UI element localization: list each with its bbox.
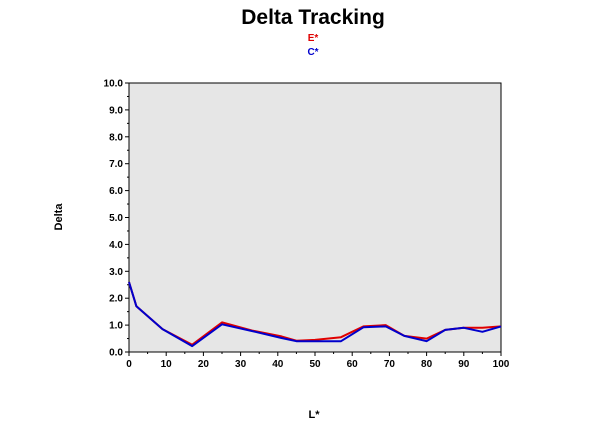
y-tick-label: 1.0	[109, 321, 123, 332]
y-tick-label: 7.0	[109, 159, 123, 170]
x-tick-label: 50	[309, 359, 321, 370]
x-tick-label: 10	[161, 359, 173, 370]
x-tick-label: 40	[272, 359, 284, 370]
chart-title: Delta Tracking	[241, 6, 385, 29]
y-tick-label: 9.0	[109, 105, 123, 116]
y-axis: 0.0 1.0 2.0 3.0 4.0 5.0 6.0 7.0 8.0 9.0 10.0	[104, 79, 129, 359]
x-axis: 0 10 20 30 40 50 60 70 80 90 100	[126, 352, 510, 370]
x-tick-label: 20	[198, 359, 210, 370]
x-tick-label: 70	[384, 359, 396, 370]
x-axis-label: L*	[309, 409, 321, 421]
y-tick-label: 0.0	[109, 348, 123, 359]
x-tick-label: 90	[458, 359, 470, 370]
x-tick-label: 100	[493, 359, 510, 370]
y-tick-label: 2.0	[109, 294, 123, 305]
legend-entry-e: E*	[308, 33, 319, 44]
legend: E* C*	[307, 33, 318, 58]
y-tick-label: 6.0	[109, 186, 123, 197]
x-tick-label: 0	[126, 359, 132, 370]
x-tick-label: 60	[347, 359, 359, 370]
series-layer	[128, 281, 502, 348]
y-tick-label: 10.0	[104, 79, 124, 90]
plot-area	[128, 82, 502, 353]
legend-entry-c: C*	[307, 47, 318, 58]
x-tick-label: 30	[235, 359, 247, 370]
x-tick-label: 80	[421, 359, 433, 370]
y-tick-label: 5.0	[109, 213, 123, 224]
series-line-c	[128, 281, 502, 348]
y-axis-label: Delta	[53, 203, 65, 231]
y-tick-label: 4.0	[109, 240, 123, 251]
y-tick-label: 8.0	[109, 132, 123, 143]
y-tick-label: 3.0	[109, 267, 123, 278]
